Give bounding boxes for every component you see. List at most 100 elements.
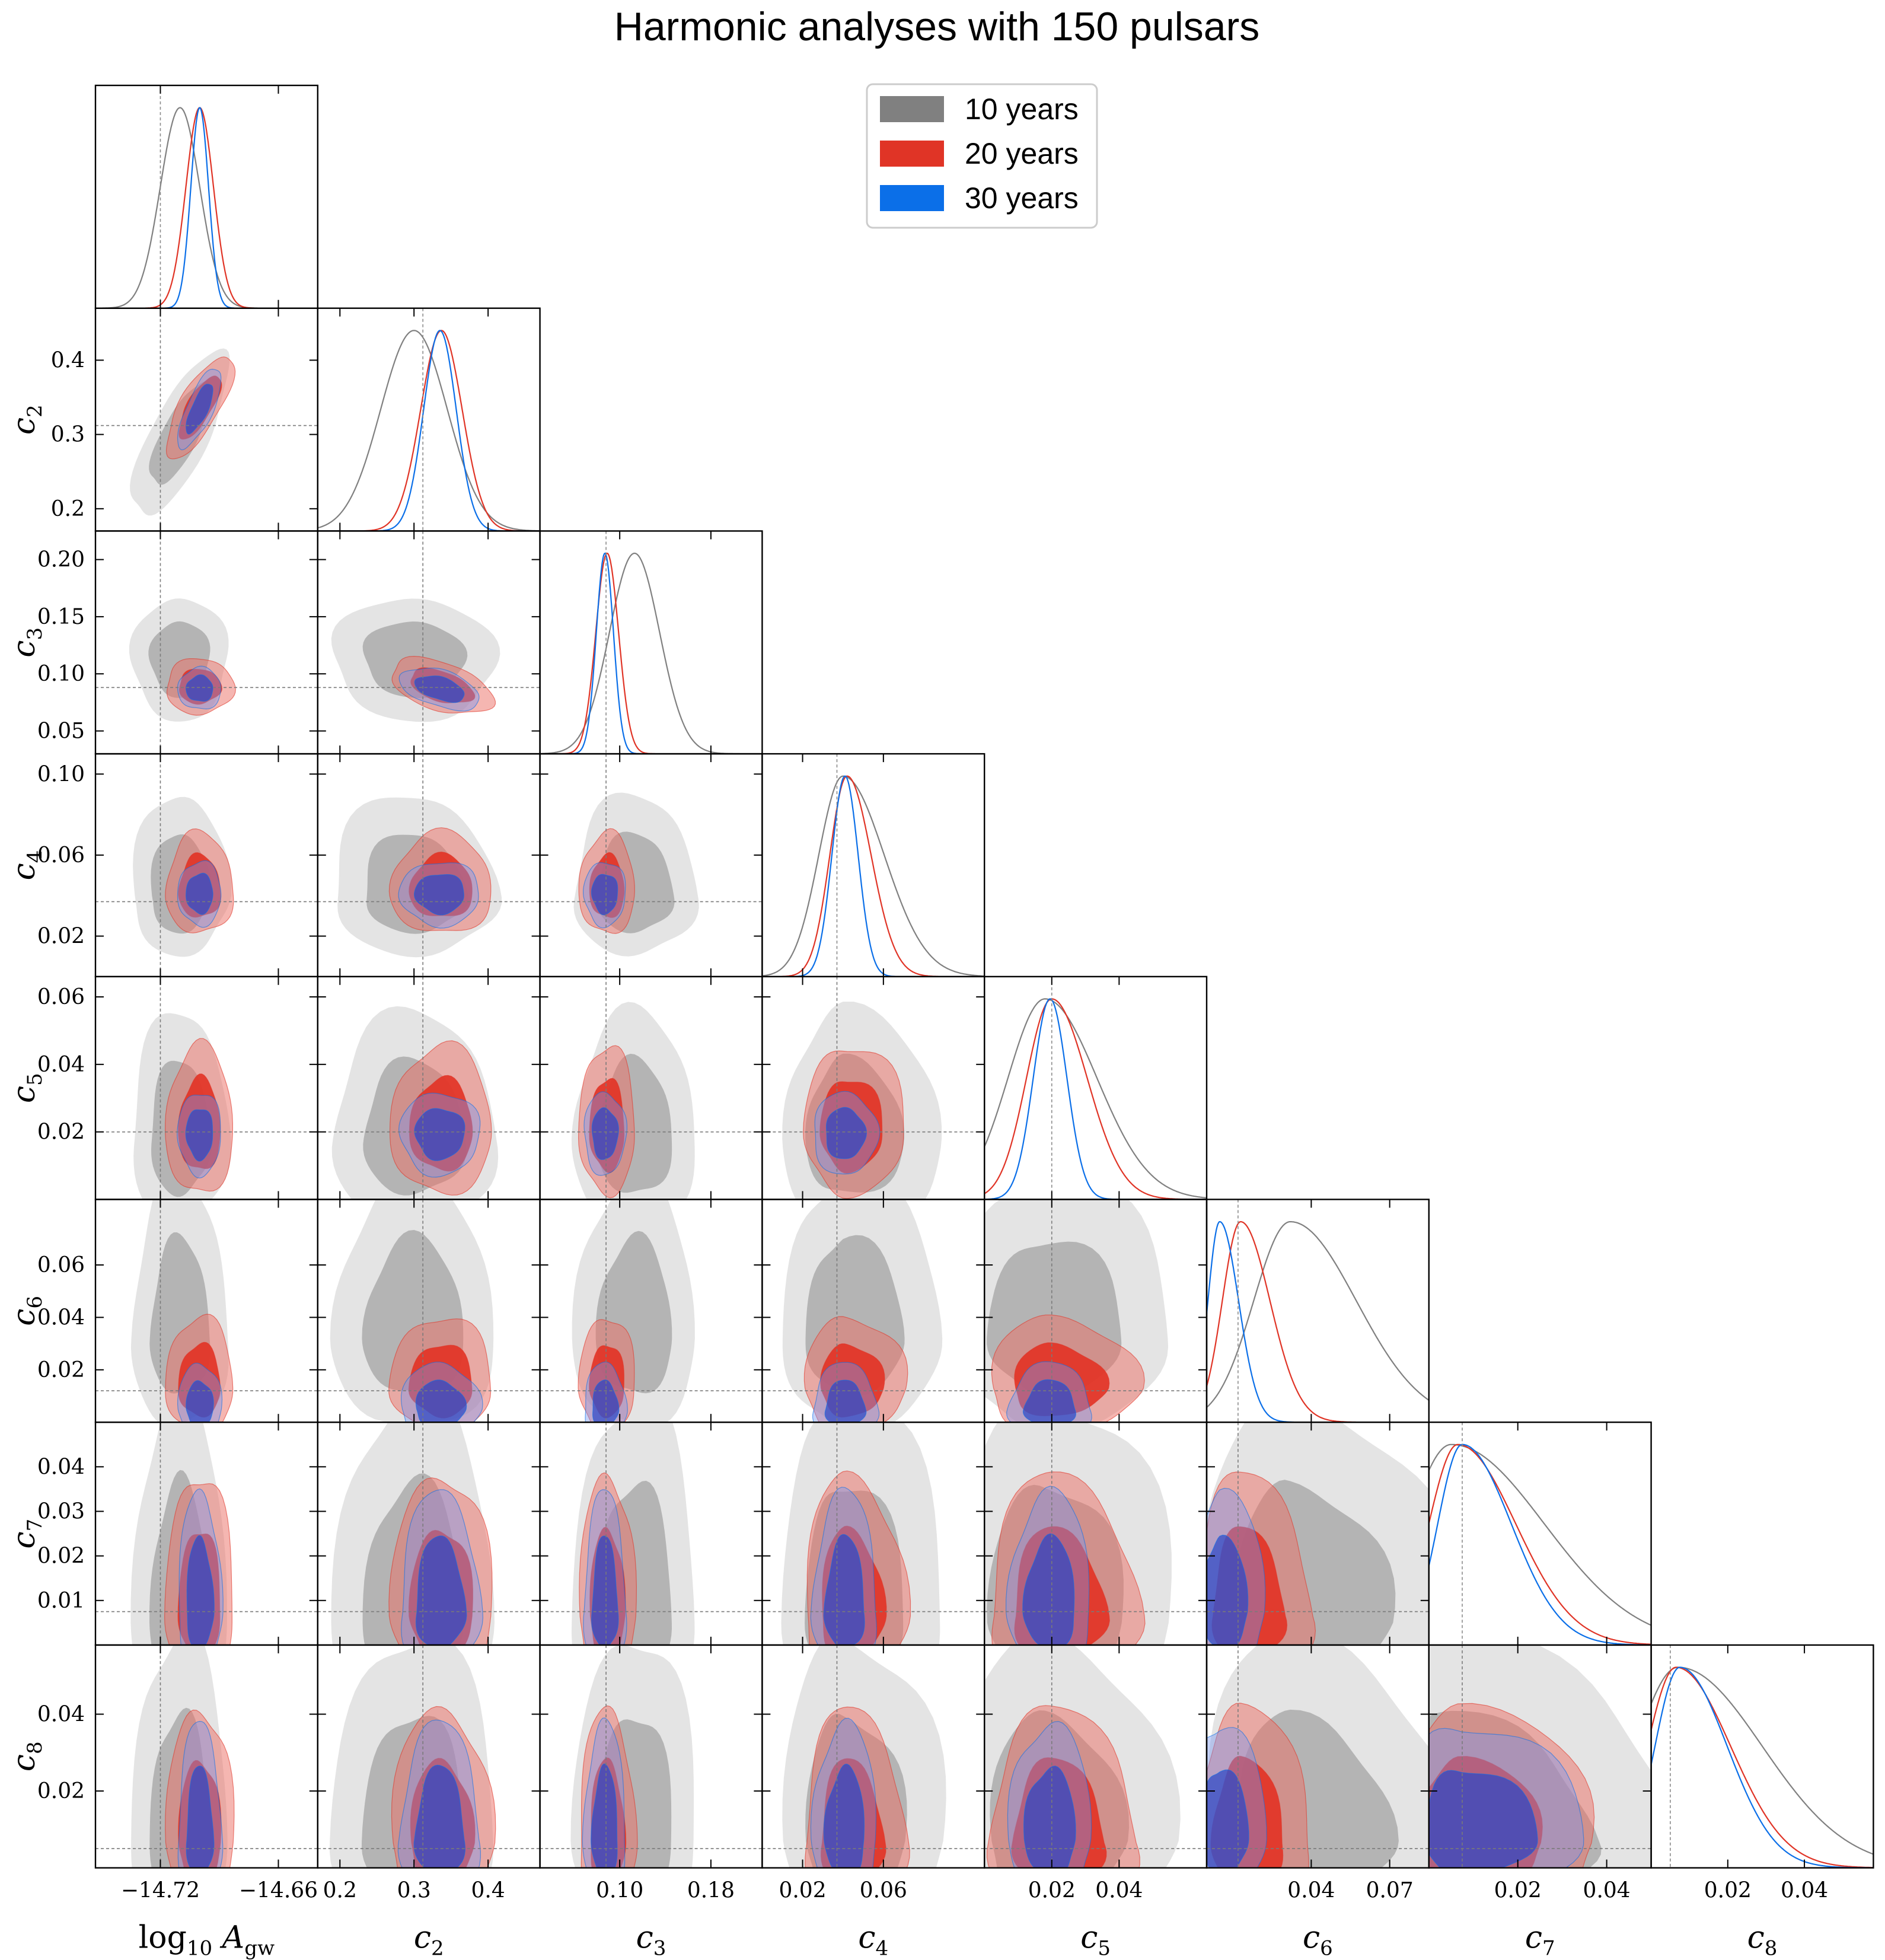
panel-content xyxy=(984,1645,1207,1868)
figure-title: Harmonic analyses with 150 pulsars xyxy=(614,4,1260,49)
y-tick-label: 0.04 xyxy=(37,1053,85,1077)
contour-inner-30-years xyxy=(185,872,213,915)
marginal-curve-10-years xyxy=(540,552,763,754)
panel-content xyxy=(762,976,985,1200)
panel-content xyxy=(984,1422,1207,1645)
y-tick-label: 0.06 xyxy=(37,985,85,1009)
x-tick-label: 0.02 xyxy=(1494,1879,1542,1903)
panel-c4-vs-c4 xyxy=(761,753,985,977)
x-tick-label: 0.02 xyxy=(1704,1879,1752,1903)
y-tick-label: 0.04 xyxy=(37,1702,85,1726)
y-axis-label-c2: c2 xyxy=(7,404,47,435)
y-axis-label-c5: c5 xyxy=(7,1073,47,1103)
x-tick-label: 0.02 xyxy=(779,1879,826,1903)
marginal-curve-30-years xyxy=(1428,1443,1651,1645)
panel-c4-vs-log10 xyxy=(94,753,318,977)
contour-inner-30-years xyxy=(591,1107,619,1160)
marginal-curve-30-years xyxy=(984,998,1207,1200)
panel-c5-vs-c5 xyxy=(983,976,1208,1200)
x-tick-label: 0.10 xyxy=(596,1879,643,1903)
x-tick-label: 0.4 xyxy=(471,1879,505,1903)
y-tick-label: 0.04 xyxy=(37,1455,85,1479)
legend-label-30-years: 30 years xyxy=(965,181,1079,215)
x-tick-label: 0.2 xyxy=(323,1879,357,1903)
y-tick-label: 0.20 xyxy=(37,548,85,572)
legend: 10 years 20 years 30 years xyxy=(866,83,1098,229)
contour-inner-30-years xyxy=(186,1535,215,1645)
marginal-curve-20-years xyxy=(95,107,318,308)
legend-swatch-20-years xyxy=(880,141,944,167)
panel-c8-vs-c6 xyxy=(1205,1644,1430,1869)
panel-content xyxy=(95,1422,318,1645)
marginal-curve-30-years xyxy=(95,107,318,308)
panel-c7-vs-c7 xyxy=(1428,1421,1652,1646)
marginal-curve-30-years xyxy=(317,330,540,531)
panel-content xyxy=(317,976,540,1200)
panel-frame xyxy=(1650,1644,1874,1869)
y-tick-label: 0.03 xyxy=(37,1499,85,1524)
marginal-curve-10-years xyxy=(984,998,1207,1199)
panel-content xyxy=(95,531,318,754)
panel-c3-vs-c2 xyxy=(317,530,541,755)
panel-c2-vs-c2 xyxy=(317,307,541,532)
marginal-curve-30-years xyxy=(540,552,763,754)
panel-content xyxy=(1428,1645,1651,1868)
panel-content xyxy=(95,308,318,531)
marginal-curve-20-years xyxy=(540,552,763,754)
panel-c7-vs-c6 xyxy=(1205,1421,1430,1646)
panel-c8-vs-c3 xyxy=(539,1644,763,1869)
panel-content xyxy=(317,308,540,531)
x-tick-label: 0.3 xyxy=(397,1879,431,1903)
panel-frame xyxy=(539,530,763,755)
y-tick-label: 0.02 xyxy=(37,1779,85,1803)
contour-inner-30-years xyxy=(823,1534,865,1645)
panel-content xyxy=(95,1645,318,1868)
x-tick-label: 0.04 xyxy=(1287,1879,1335,1903)
panel-content xyxy=(1207,1422,1429,1645)
panel-content xyxy=(317,531,540,754)
panel-c8-vs-c4 xyxy=(761,1644,985,1869)
panel-content xyxy=(1428,1422,1651,1645)
marginal-curve-20-years xyxy=(1428,1443,1651,1645)
panel-content xyxy=(762,1199,985,1423)
y-axis-label-c3: c3 xyxy=(7,627,47,658)
panel-content xyxy=(95,1199,318,1423)
panel-c8-vs-log10 xyxy=(94,1644,318,1869)
contour-inner-30-years xyxy=(414,1108,465,1161)
panel-c3-vs-c3 xyxy=(539,530,763,755)
y-tick-label: 0.10 xyxy=(37,662,85,686)
y-axis-label-c6: c6 xyxy=(7,1296,47,1326)
x-tick-label: 0.02 xyxy=(1028,1879,1076,1903)
panel-c6-vs-c3 xyxy=(539,1199,763,1423)
marginal-curve-10-years xyxy=(1207,1221,1429,1408)
contour-inner-30-years xyxy=(186,384,213,435)
panel-content xyxy=(317,1645,540,1868)
panel-content xyxy=(540,976,763,1200)
contour-inner-30-years xyxy=(414,675,465,703)
panel-log10-vs-log10 xyxy=(94,84,318,309)
panel-content xyxy=(317,754,540,977)
y-tick-label: 0.05 xyxy=(37,719,85,744)
y-tick-label: 0.2 xyxy=(51,497,85,521)
panel-c7-vs-c2 xyxy=(317,1421,541,1646)
x-axis-label-c5: c5 xyxy=(1080,1920,1111,1960)
panel-c2-vs-log10 xyxy=(94,307,318,532)
panel-c7-vs-log10 xyxy=(94,1421,318,1646)
panel-c3-vs-log10 xyxy=(94,530,318,755)
panel-c5-vs-c3 xyxy=(539,976,763,1200)
panel-content xyxy=(984,976,1207,1200)
x-tick-label: 0.04 xyxy=(1781,1879,1828,1903)
contour-inner-30-years xyxy=(1023,1765,1076,1868)
marginal-curve-30-years xyxy=(1651,1666,1874,1868)
marginal-curve-20-years xyxy=(1207,1220,1429,1423)
contour-inner-30-years xyxy=(185,1109,213,1162)
panel-content xyxy=(540,754,763,977)
contour-inner-30-years xyxy=(823,1763,865,1868)
panel-content xyxy=(1207,1645,1429,1868)
panel-c4-vs-c3 xyxy=(539,753,763,977)
contour-inner-30-years xyxy=(591,1535,619,1645)
panel-content xyxy=(762,1422,985,1645)
marginal-curve-10-years xyxy=(95,107,318,308)
marginal-curve-30-years xyxy=(1207,1220,1429,1423)
